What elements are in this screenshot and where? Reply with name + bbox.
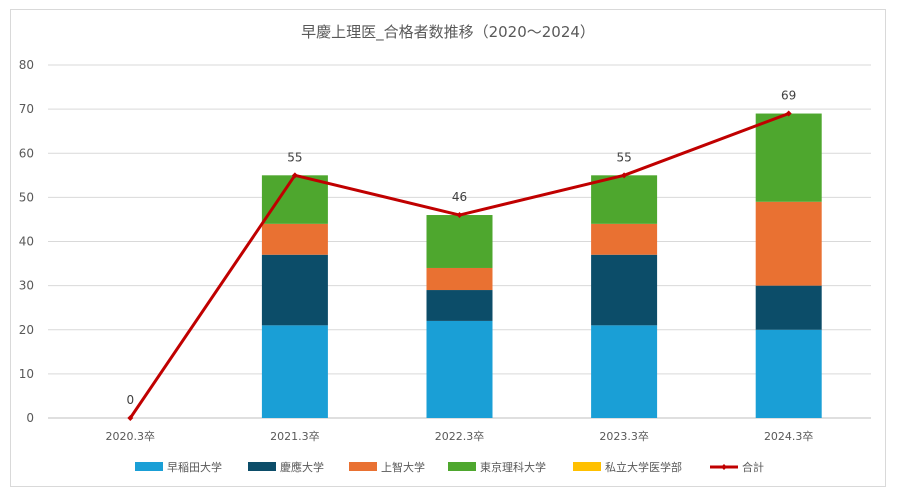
legend-swatch bbox=[573, 462, 601, 471]
legend-swatch bbox=[248, 462, 276, 471]
x-tick-label: 2022.3卒 bbox=[435, 429, 485, 443]
bar-segment bbox=[755, 285, 822, 330]
bar-segment bbox=[426, 320, 493, 418]
bar-segment bbox=[261, 175, 328, 224]
legend-swatch bbox=[135, 462, 163, 471]
bar-segment bbox=[591, 325, 658, 418]
bar-segment bbox=[755, 329, 822, 418]
legend-swatch bbox=[448, 462, 476, 471]
bar-segment bbox=[426, 267, 493, 291]
x-tick-label: 2021.3卒 bbox=[270, 429, 320, 443]
bar-segment bbox=[261, 254, 328, 326]
x-tick-label: 2023.3卒 bbox=[599, 429, 649, 443]
legend-item: 上智大学 bbox=[349, 460, 425, 474]
legend-label: 上智大学 bbox=[381, 460, 425, 474]
total-point bbox=[785, 110, 792, 117]
x-tick-label: 2024.3卒 bbox=[764, 429, 814, 443]
gridlines bbox=[48, 64, 871, 419]
legend-item: 早稲田大学 bbox=[135, 460, 222, 474]
data-label: 0 bbox=[126, 393, 134, 407]
total-point bbox=[456, 212, 463, 219]
y-tick-label: 50 bbox=[19, 190, 34, 204]
legend-swatch bbox=[349, 462, 377, 471]
bar-segment bbox=[426, 215, 493, 268]
legend-item: 東京理科大学 bbox=[448, 460, 546, 474]
bar-segment bbox=[755, 201, 822, 286]
x-axis-categories: 2020.3卒 2021.3卒 2022.3卒 2023.3卒 2024.3卒 bbox=[106, 429, 814, 443]
bar-segment bbox=[755, 113, 822, 202]
data-label: 46 bbox=[452, 190, 467, 204]
y-tick-label: 40 bbox=[19, 235, 34, 249]
bar-segment bbox=[591, 254, 658, 326]
legend-label: 合計 bbox=[742, 460, 764, 474]
data-labels: 0 55 46 55 69 bbox=[126, 89, 796, 407]
legend: 早稲田大学 慶應大学 上智大学 東京理科大学 私立大学医学部 合計 bbox=[135, 460, 764, 474]
total-point bbox=[621, 172, 628, 179]
y-tick-label: 70 bbox=[19, 102, 34, 116]
bar-segment bbox=[591, 223, 658, 255]
bar-segment bbox=[591, 175, 658, 224]
total-point bbox=[291, 172, 298, 179]
legend-label: 早稲田大学 bbox=[167, 460, 222, 474]
legend-item: 合計 bbox=[710, 460, 764, 474]
bar-segment bbox=[261, 325, 328, 418]
y-tick-label: 60 bbox=[19, 146, 34, 160]
legend-label: 慶應大学 bbox=[280, 460, 324, 474]
bar-segment bbox=[426, 290, 493, 321]
y-tick-label: 20 bbox=[19, 323, 34, 337]
legend-label: 東京理科大学 bbox=[480, 460, 546, 474]
y-tick-label: 0 bbox=[26, 411, 34, 425]
legend-marker bbox=[721, 464, 727, 470]
total-line bbox=[127, 110, 792, 421]
y-axis-ticks: 0 10 20 30 40 50 60 70 80 bbox=[19, 58, 34, 425]
total-point bbox=[127, 415, 134, 421]
chart-title: 早慶上理医_合格者数推移（2020～2024） bbox=[301, 23, 595, 42]
legend-item: 慶應大学 bbox=[248, 460, 324, 474]
data-label: 55 bbox=[287, 150, 302, 164]
bar-segment bbox=[261, 223, 328, 255]
legend-item: 私立大学医学部 bbox=[573, 460, 682, 474]
data-label: 69 bbox=[781, 89, 796, 103]
y-tick-label: 10 bbox=[19, 367, 34, 381]
y-tick-label: 30 bbox=[19, 279, 34, 293]
y-tick-label: 80 bbox=[19, 58, 34, 72]
data-label: 55 bbox=[616, 150, 631, 164]
bars bbox=[261, 113, 822, 418]
x-tick-label: 2020.3卒 bbox=[106, 429, 156, 443]
legend-label: 私立大学医学部 bbox=[605, 460, 682, 474]
